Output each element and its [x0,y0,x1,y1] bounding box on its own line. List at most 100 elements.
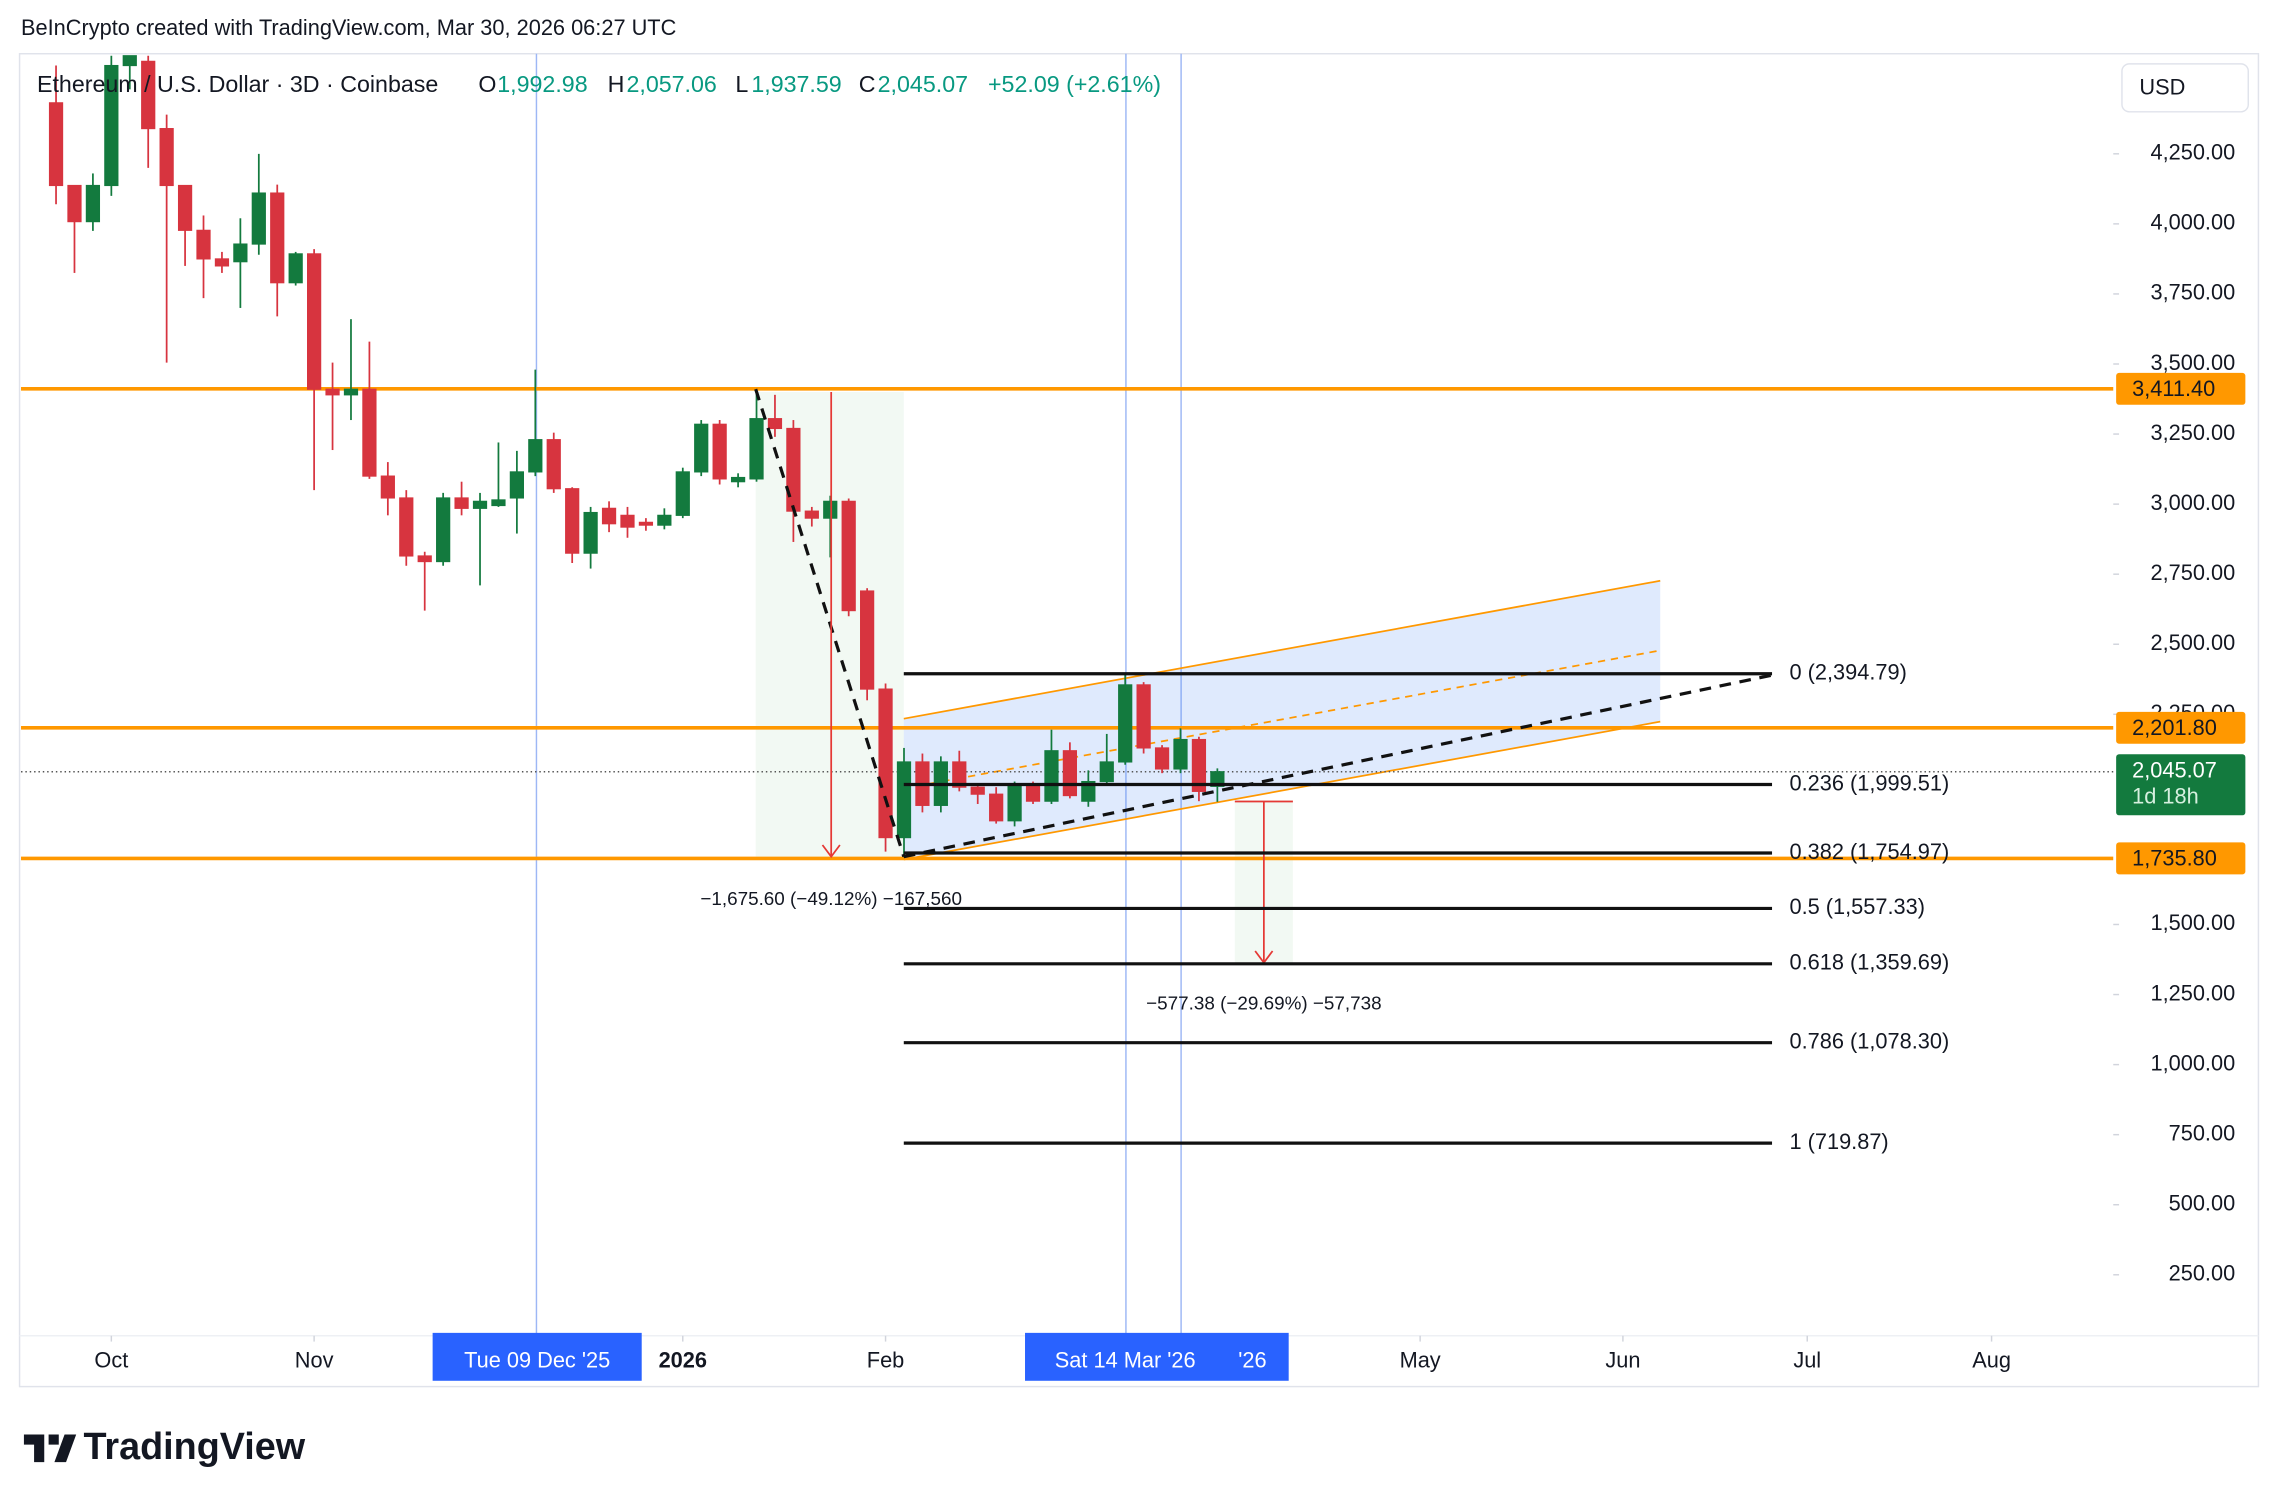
candle-body [749,418,764,480]
legend-value: 2,057.06 [626,71,716,97]
y-tick-label: 3,000.00 [2150,490,2235,515]
candle-body [620,514,635,528]
candle-body [214,258,230,267]
fib-label: 0 (2,394.79) [1789,659,1906,684]
date-marker-label: Tue 09 Dec '25 [464,1348,610,1373]
candle-body [251,192,266,245]
fib-label: 0.618 (1,359.69) [1789,950,1949,975]
currency[interactable]: USD [2139,74,2185,99]
fib-label: 0.786 (1,078.30) [1789,1028,1949,1053]
legend-value: 1,937.59 [751,71,841,97]
candle-body [878,688,893,839]
countdown: 1d 18h [2132,784,2199,809]
legend: Ethereum / U.S. Dollar · 3D · Coinbase O… [37,71,1161,97]
legend-key: H [608,71,625,97]
last-price-box [2116,754,2246,816]
legend-key: O [478,71,496,97]
legend-value: 2,045.07 [878,71,968,97]
x-tick-label: Jul [1793,1348,1821,1373]
trend-line [903,673,1773,859]
y-tick-label: 1,250.00 [2150,980,2235,1005]
candle-body [399,497,414,557]
candle-body [67,184,82,223]
y-tick-label: 750.00 [2169,1120,2236,1145]
candle-body [1173,738,1188,770]
candle-body [159,128,174,187]
candle-body [325,388,340,396]
candle-body [601,507,617,525]
candle-body [1044,750,1059,802]
candle-body [583,511,598,554]
candle-body [380,475,395,499]
candle-body [730,476,746,483]
candle-body [307,253,322,390]
candle-body [288,253,303,284]
fib-label: 0.382 (1,754.97) [1789,839,1949,864]
candle-body [694,423,709,473]
x-tick-label: May [1400,1348,1441,1373]
legend-change: +52.09 (+2.61%) [988,71,1161,97]
axes: 250.00 500.00 750.00 1,000.00 1,250.00 1,500.… [94,140,2246,1381]
candle-body [1062,750,1078,797]
y-tick-label: 1,000.00 [2150,1050,2235,1075]
x-tick-label: Aug [1972,1348,2011,1373]
date-marker-box [1025,1332,1289,1381]
credit: BeInCrypto created with TradingView.com,… [21,15,676,40]
level-price-label: 3,411.40 [2132,376,2215,401]
level-price-box [2116,842,2246,875]
channel-upper [903,579,1661,720]
candle-body [823,500,838,519]
candle-body [270,192,285,284]
candle-body [491,499,506,507]
candle-body [343,388,359,396]
currency-button[interactable] [2121,63,2249,113]
candle-body [860,590,875,690]
candle-body [1007,783,1022,822]
date-marker-box [432,1332,642,1381]
symbol-title: Ethereum / U.S. Dollar · 3D · Coinbase [37,71,438,97]
date-marker-label: Sat 14 Mar '26 [1055,1348,1196,1373]
legend-key: C [859,71,876,97]
level-price-label: 1,735.80 [2132,846,2217,871]
y-tick-label: 2,750.00 [2150,560,2235,585]
candle-body [638,521,654,526]
y-tick-label: 3,750.00 [2150,280,2235,305]
candle-body [1025,783,1041,802]
candle-body [48,102,64,187]
candle-body [141,60,156,130]
y-tick-label: 4,250.00 [2150,140,2235,165]
candle-body [1099,761,1114,783]
fib-label: 0.5 (1,557.33) [1789,894,1925,919]
arrow-head [821,844,841,859]
candle-body [1154,747,1170,770]
trend-line [754,388,906,858]
legend-value: 1,992.98 [497,71,587,97]
candle-body [896,761,912,839]
candle-body [657,514,672,526]
x-tick-label: Jun [1605,1348,1640,1373]
level-price-box [2116,372,2246,405]
candle-body [233,243,248,263]
candle-body [1136,684,1151,749]
candle-body [952,761,967,788]
candle-body [786,427,801,512]
y-tick-label: 500.00 [2169,1190,2236,1215]
y-tick-label: 1,500.00 [2150,910,2235,935]
measure-label: −1,675.60 (−49.12%) −167,560 [700,888,962,909]
candle-body [509,471,524,499]
candle-body [362,388,377,477]
last-price-label: 2,045.07 [2132,757,2217,782]
candle-body [767,418,783,430]
y-tick-label: 3,250.00 [2150,420,2235,445]
y-tick-label: 4,000.00 [2150,210,2235,235]
date-marker-label: '26 [1238,1348,1266,1373]
candle-body [970,786,985,795]
legend-key: L [735,71,748,97]
fib-label: 1 (719.87) [1789,1129,1888,1154]
candle-body [1191,738,1207,792]
candle-body [196,229,211,260]
candle-body [675,471,690,516]
candle-body [454,497,469,509]
